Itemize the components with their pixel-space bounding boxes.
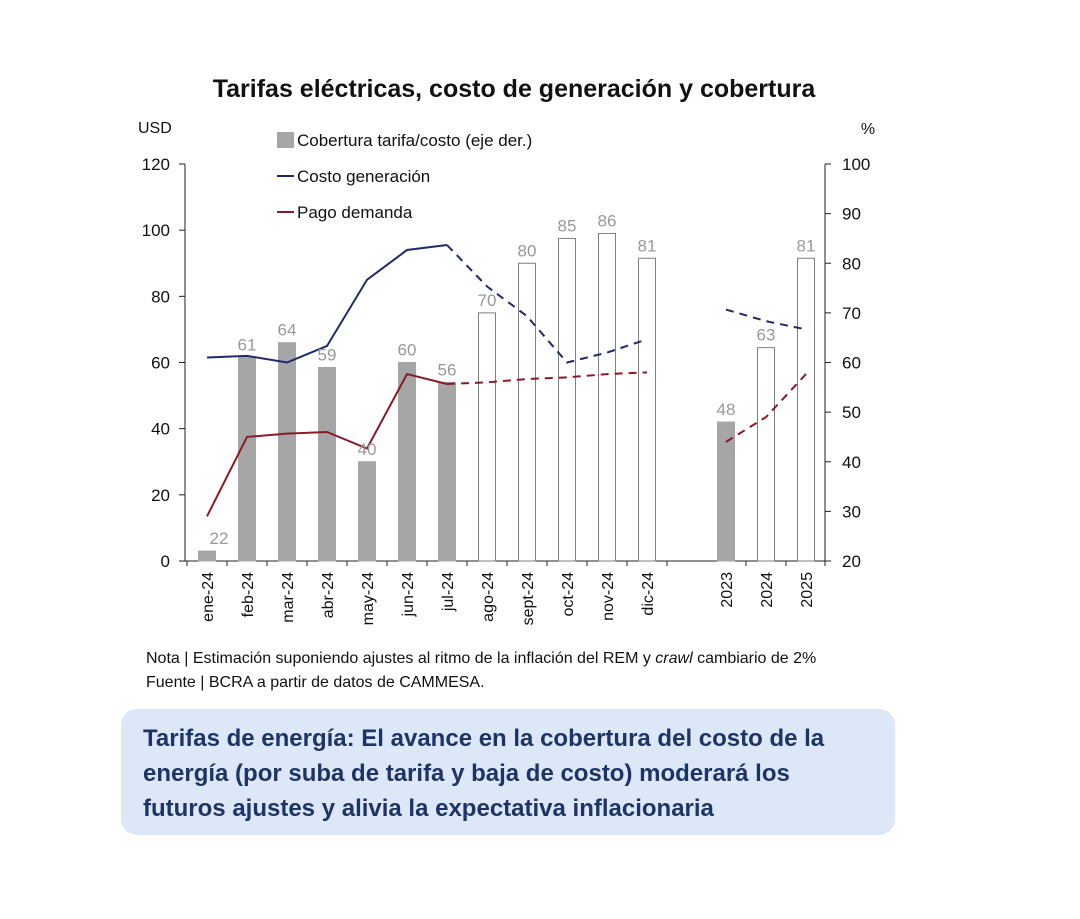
x-category-label: jul-24 bbox=[440, 572, 457, 612]
left-tick-label: 120 bbox=[142, 155, 170, 174]
coverage-bar-label: 81 bbox=[797, 236, 816, 255]
right-tick-label: 70 bbox=[842, 304, 861, 323]
right-tick-label: 60 bbox=[842, 354, 861, 373]
pago-demanda-line-actual bbox=[206, 372, 448, 517]
legend-pago-label: Pago demanda bbox=[297, 203, 413, 222]
left-tick-label: 40 bbox=[151, 420, 170, 439]
coverage-bar bbox=[318, 366, 336, 562]
coverage-bar bbox=[438, 381, 456, 562]
legend-cobertura-swatch bbox=[277, 132, 294, 148]
x-category-label: sept-24 bbox=[520, 572, 537, 625]
coverage-bar-label: 63 bbox=[757, 326, 776, 345]
right-tick-label: 100 bbox=[842, 155, 870, 174]
lines-group bbox=[206, 244, 807, 517]
right-axis-unit: % bbox=[861, 121, 875, 138]
nota-suffix: cambiario de 2% bbox=[692, 650, 817, 667]
coverage-bar-label: 64 bbox=[278, 321, 297, 340]
left-axis-unit: USD bbox=[138, 120, 172, 137]
chart-title: Tarifas eléctricas, costo de generación … bbox=[213, 75, 817, 103]
right-tick-label: 50 bbox=[842, 403, 861, 422]
x-category-label: feb-24 bbox=[240, 572, 257, 617]
right-tick-label: 30 bbox=[842, 502, 861, 521]
coverage-bar bbox=[558, 237, 576, 562]
coverage-bar-label: 80 bbox=[518, 241, 537, 260]
left-tick-label: 60 bbox=[151, 354, 170, 373]
legend-costo-label: Costo generación bbox=[297, 167, 430, 186]
coverage-bar-label: 56 bbox=[438, 360, 457, 379]
costo-generacion-line-actual bbox=[206, 244, 448, 364]
coverage-bar bbox=[717, 421, 735, 562]
data-labels-group: 22 61 64 59 40 60 56 70 80 85 86 81 48 63 81 bbox=[210, 211, 816, 548]
callout-text: Tarifas de energía: El avance en la cobe… bbox=[143, 725, 825, 822]
x-category-label: 2024 bbox=[759, 572, 776, 608]
left-tick-label: 0 bbox=[161, 552, 170, 571]
pago-demanda-line-annual bbox=[725, 373, 807, 443]
x-category-label: ago-24 bbox=[480, 572, 497, 622]
coverage-bar bbox=[518, 262, 536, 562]
nota-text: Nota | Estimación suponiendo ajustes al … bbox=[146, 650, 656, 667]
x-category-label: ene-24 bbox=[200, 572, 217, 622]
coverage-bar bbox=[478, 312, 496, 562]
left-tick-label: 80 bbox=[151, 287, 170, 306]
x-category-label: oct-24 bbox=[560, 572, 577, 617]
coverage-bar-label: 85 bbox=[558, 216, 577, 235]
coverage-bar-label: 40 bbox=[358, 440, 377, 459]
legend: Cobertura tarifa/costo (eje der.) Costo g… bbox=[277, 131, 532, 222]
right-tick-label: 40 bbox=[842, 453, 861, 472]
nota-italic: crawl bbox=[655, 650, 693, 667]
coverage-bar-label: 61 bbox=[238, 336, 257, 355]
left-tick-label: 100 bbox=[142, 221, 170, 240]
coverage-bar-label: 22 bbox=[210, 529, 229, 548]
summary-callout: Tarifas de energía: El avance en la cobe… bbox=[121, 709, 895, 835]
x-category-label: dic-24 bbox=[640, 572, 657, 616]
coverage-bar bbox=[797, 257, 815, 562]
coverage-bar bbox=[638, 257, 656, 562]
chart-notes: Nota | Estimación suponiendo ajustes al … bbox=[146, 647, 816, 695]
x-category-label: abr-24 bbox=[320, 572, 337, 618]
nota-line: Nota | Estimación suponiendo ajustes al … bbox=[146, 647, 816, 671]
right-tick-label: 80 bbox=[842, 254, 861, 273]
chart: Tarifas eléctricas, costo de generación … bbox=[138, 75, 875, 625]
x-category-label: jun-24 bbox=[400, 572, 417, 618]
x-category-label: nov-24 bbox=[600, 572, 617, 621]
costo-generacion-line-estimate bbox=[446, 244, 648, 364]
coverage-bar-label: 48 bbox=[717, 400, 736, 419]
bars-group bbox=[198, 232, 815, 562]
coverage-bar bbox=[238, 357, 256, 562]
pago-demanda-line-estimate bbox=[446, 371, 648, 386]
coverage-bar bbox=[358, 461, 376, 562]
legend-cobertura-label: Cobertura tarifa/costo (eje der.) bbox=[297, 131, 532, 150]
x-category-label: 2023 bbox=[719, 572, 736, 608]
coverage-bar bbox=[757, 347, 775, 562]
coverage-bar-label: 59 bbox=[318, 345, 337, 364]
axes: 0 20 40 60 80 100 120 20 30 40 50 60 70 80 90 100 ene-24… bbox=[142, 155, 871, 625]
coverage-bar bbox=[398, 362, 416, 562]
x-category-label: may-24 bbox=[360, 572, 377, 625]
x-category-label: 2025 bbox=[799, 572, 816, 608]
coverage-bar-label: 60 bbox=[398, 341, 417, 360]
coverage-bar-label: 86 bbox=[598, 211, 617, 230]
fuente-line: Fuente | BCRA a partir de datos de CAMME… bbox=[146, 674, 485, 691]
right-tick-label: 20 bbox=[842, 552, 861, 571]
left-tick-label: 20 bbox=[151, 486, 170, 505]
coverage-bar bbox=[198, 550, 216, 562]
coverage-bar bbox=[278, 342, 296, 562]
coverage-bar bbox=[598, 232, 616, 562]
coverage-bar-label: 70 bbox=[478, 291, 497, 310]
x-category-label: mar-24 bbox=[280, 572, 297, 623]
right-tick-label: 90 bbox=[842, 205, 861, 224]
coverage-bar-label: 81 bbox=[638, 236, 657, 255]
